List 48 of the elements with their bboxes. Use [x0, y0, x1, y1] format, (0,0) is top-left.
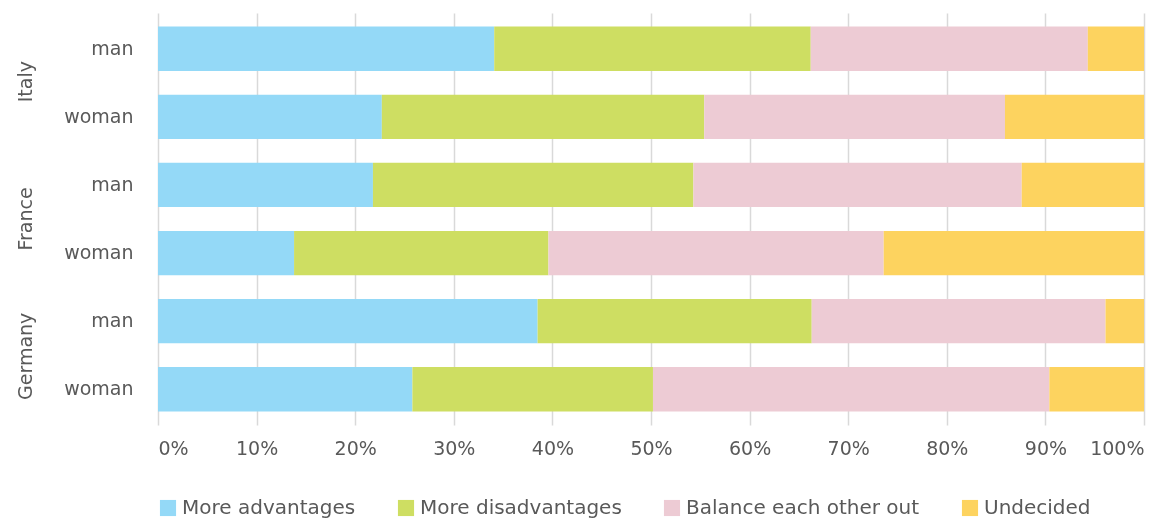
- legend-label: More advantages: [182, 495, 356, 519]
- bar: [1004, 94, 1144, 139]
- text: Germany: [14, 312, 36, 400]
- y-tick-label: man: [91, 309, 134, 332]
- bar: [1087, 26, 1144, 71]
- bar: [381, 94, 705, 139]
- y-tick-label: woman: [64, 104, 134, 127]
- bar: [704, 94, 1005, 139]
- legend-label: Undecided: [984, 495, 1091, 519]
- x-tick-label: 40%: [531, 436, 575, 459]
- bar: [652, 367, 1050, 412]
- x-tick-label: 70%: [827, 436, 870, 459]
- bar: [811, 299, 1106, 344]
- bar: [883, 230, 1144, 276]
- bar: [158, 26, 495, 71]
- x-tick-label: 100%: [1090, 436, 1145, 459]
- bar: [158, 230, 295, 276]
- x-tick-label: 10%: [235, 436, 279, 459]
- y-tick-label: woman: [64, 241, 134, 264]
- legend-label: More disadvantages: [420, 495, 622, 519]
- bar: [810, 26, 1088, 71]
- bar: [548, 230, 884, 276]
- bar: [158, 94, 382, 139]
- bar: [158, 162, 373, 208]
- text: Italy: [14, 61, 36, 103]
- bar: [693, 162, 1022, 208]
- bar: [537, 299, 812, 344]
- bar: [372, 162, 694, 208]
- x-tick-label: 90%: [1024, 436, 1068, 459]
- bar: [294, 230, 549, 276]
- x-tick-label: 30%: [433, 436, 476, 459]
- x-tick-label: 80%: [926, 436, 969, 459]
- bar: [1049, 367, 1144, 412]
- bar: [158, 367, 413, 412]
- x-tick-label: 60%: [728, 436, 772, 459]
- bar: [158, 299, 538, 344]
- bar: [412, 367, 653, 412]
- legend-label: Balance each other out: [686, 495, 920, 519]
- x-tick-label: 20%: [334, 436, 377, 459]
- text: France: [14, 187, 36, 251]
- x-tick-label: 50%: [630, 436, 673, 459]
- bar: [494, 26, 811, 71]
- bar: [1021, 162, 1144, 208]
- bar: [1105, 299, 1144, 344]
- y-tick-label: man: [91, 172, 134, 195]
- y-tick-label: man: [91, 36, 134, 59]
- x-tick-label: 0%: [158, 436, 189, 459]
- y-tick-label: woman: [64, 377, 134, 400]
